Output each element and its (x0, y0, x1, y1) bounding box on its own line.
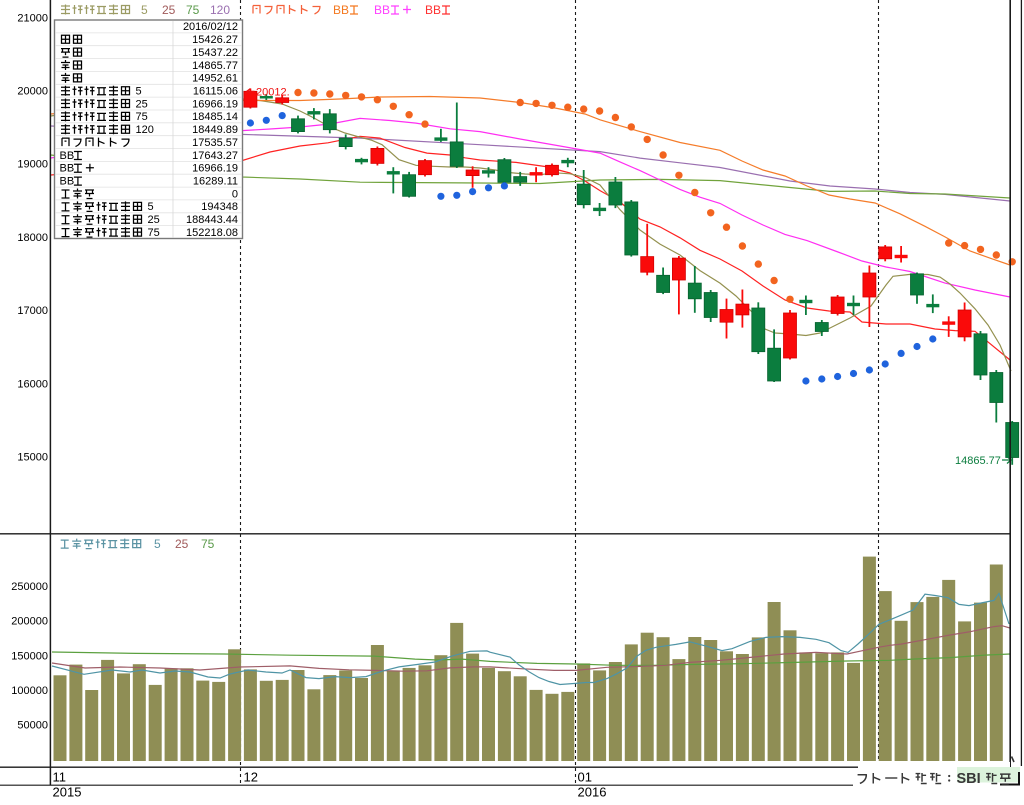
svg-text:17643.27: 17643.27 (192, 150, 238, 162)
svg-text:5: 5 (154, 537, 161, 551)
svg-text:16289.11: 16289.11 (193, 176, 238, 188)
svg-text:120: 120 (136, 124, 154, 136)
svg-text:17535.57: 17535.57 (192, 137, 238, 149)
svg-text:SBI: SBI (957, 771, 981, 787)
svg-text:BB: BB (60, 163, 75, 175)
svg-text:5: 5 (136, 86, 142, 98)
svg-text:14865.77: 14865.77 (192, 60, 238, 72)
svg-text:20012.: 20012. (256, 87, 290, 99)
svg-text:25: 25 (148, 214, 160, 226)
svg-text:194348: 194348 (201, 201, 238, 213)
svg-text:18000: 18000 (17, 232, 48, 244)
svg-text:11: 11 (53, 770, 67, 785)
svg-text:01: 01 (578, 770, 592, 785)
svg-text:BB: BB (374, 3, 390, 17)
svg-text:BB: BB (60, 176, 75, 188)
svg-text:15437.22: 15437.22 (192, 47, 238, 59)
svg-text:20000: 20000 (17, 86, 48, 98)
svg-text:16966.19: 16966.19 (192, 163, 238, 175)
svg-text:16000: 16000 (17, 379, 48, 391)
svg-text:75: 75 (148, 227, 160, 239)
svg-text:75: 75 (136, 111, 148, 123)
svg-text:25: 25 (136, 98, 148, 110)
svg-text:12: 12 (244, 770, 258, 785)
svg-text:15426.27: 15426.27 (192, 34, 238, 46)
svg-text:75: 75 (186, 3, 200, 17)
svg-text:19000: 19000 (17, 159, 48, 171)
svg-text:18449.89: 18449.89 (192, 124, 238, 136)
svg-text:100000: 100000 (11, 685, 48, 697)
svg-text:2015: 2015 (53, 785, 82, 800)
svg-text:2016/02/12: 2016/02/12 (183, 21, 238, 33)
svg-text:188443.44: 188443.44 (186, 214, 238, 226)
svg-text:5: 5 (141, 3, 148, 17)
svg-text:BB: BB (60, 150, 75, 162)
svg-text:BB: BB (333, 3, 349, 17)
svg-text:14865.77: 14865.77 (955, 455, 1001, 467)
svg-text:16115.06: 16115.06 (193, 86, 238, 98)
svg-text:0: 0 (232, 188, 238, 200)
svg-text:5: 5 (148, 201, 154, 213)
svg-text:18485.14: 18485.14 (192, 111, 238, 123)
svg-text:BB: BB (425, 3, 441, 17)
svg-text:15000: 15000 (17, 452, 48, 464)
svg-text:16966.19: 16966.19 (192, 98, 238, 110)
svg-text:25: 25 (162, 3, 176, 17)
svg-text:250000: 250000 (11, 581, 48, 593)
svg-text:21000: 21000 (17, 13, 48, 25)
svg-text:200000: 200000 (11, 616, 48, 628)
svg-text:75: 75 (201, 537, 215, 551)
svg-text:150000: 150000 (11, 650, 48, 662)
svg-text:152218.08: 152218.08 (186, 227, 238, 239)
svg-text:14952.61: 14952.61 (192, 73, 238, 85)
svg-text:50000: 50000 (17, 720, 48, 732)
svg-text:25: 25 (175, 537, 189, 551)
svg-text:120: 120 (210, 3, 230, 17)
svg-text:2016: 2016 (578, 785, 607, 800)
svg-text:17000: 17000 (17, 305, 48, 317)
